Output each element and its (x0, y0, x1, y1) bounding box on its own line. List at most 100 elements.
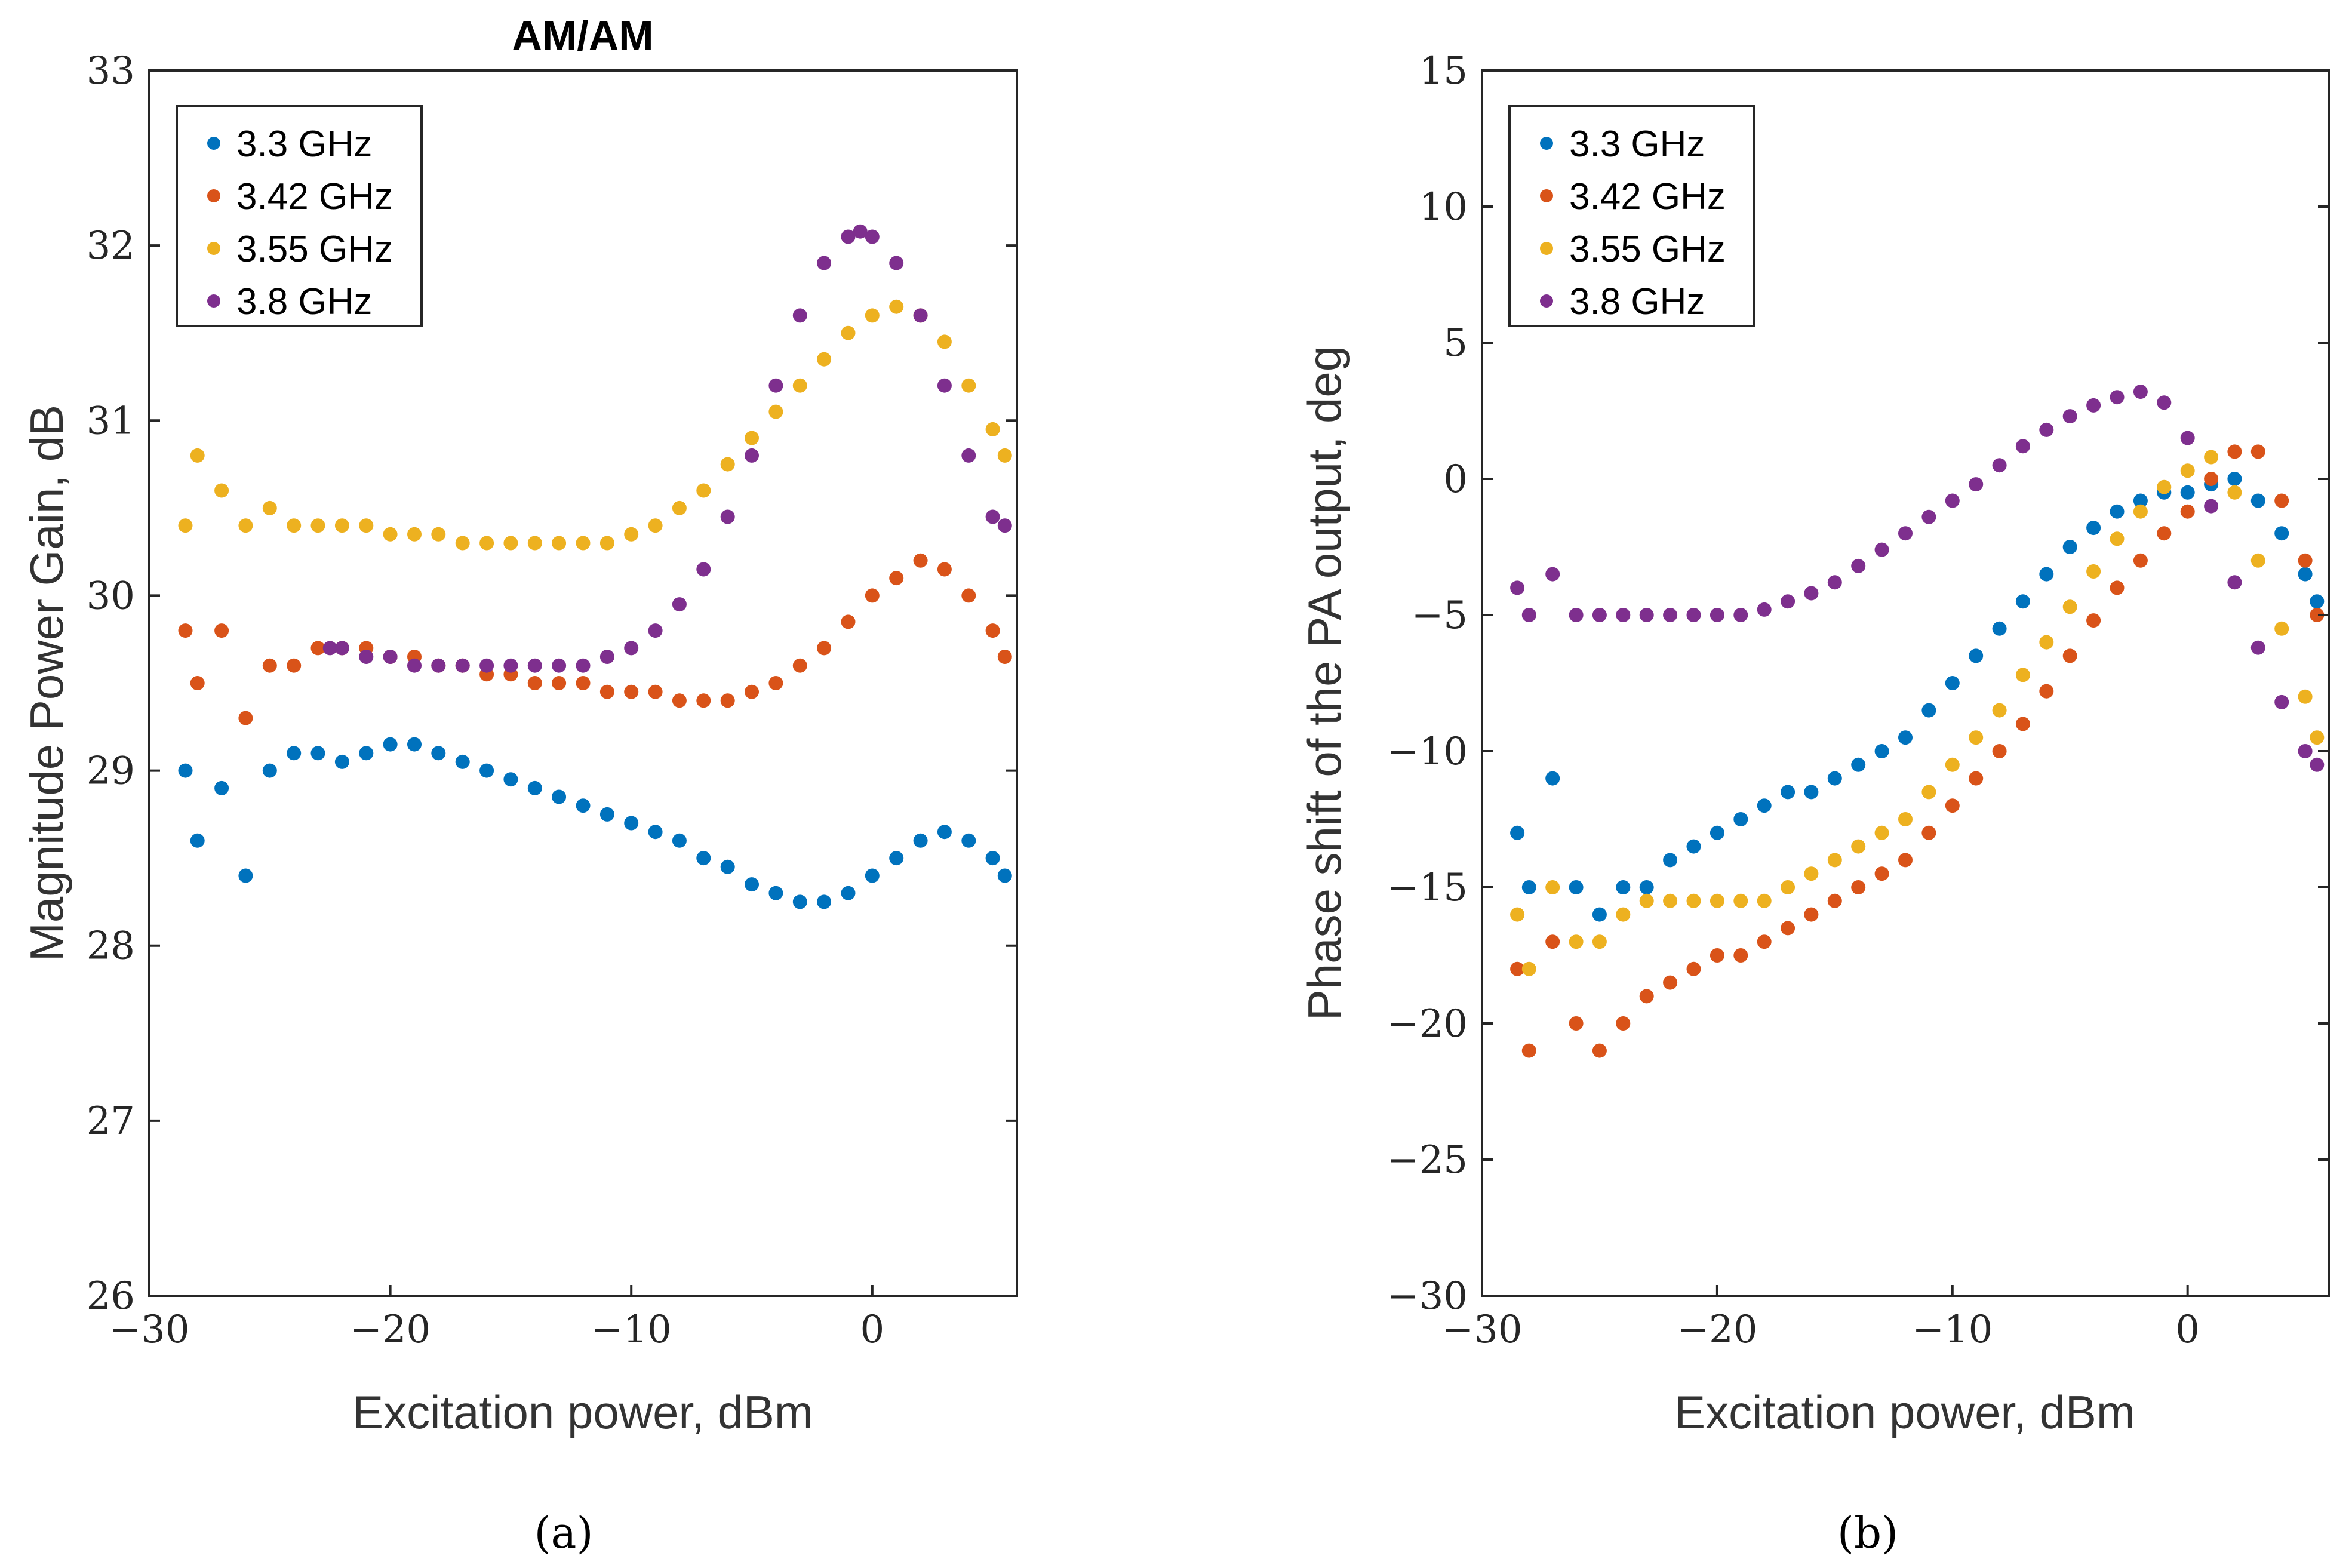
panel-a-title: AM/AM (512, 13, 653, 59)
panel-b-y-tick-label: 10 (1419, 185, 1468, 229)
panel-b-data-point (1592, 934, 1607, 949)
panel-b-data-point (2086, 613, 2101, 628)
panel-a-data-point (937, 334, 952, 349)
panel-b-data-point (1521, 1043, 1536, 1058)
panel-b-data-point (1686, 839, 1701, 854)
panel-b-data-point (2204, 472, 2219, 486)
panel-b-data-point (2157, 526, 2172, 541)
panel-a-data-point (997, 518, 1012, 533)
panel-b-y-tick-label: −10 (1387, 730, 1468, 774)
panel-b-y-tick-label: −15 (1387, 866, 1468, 910)
panel-a-ticks: −30 −20 −10 0 26 27 28 29 30 31 32 33 (87, 49, 1017, 1352)
panel-b-data-point (2204, 450, 2219, 465)
panel-a-data-point (383, 527, 398, 542)
panel-a-series-0 (178, 737, 1012, 909)
panel-a-data-point (696, 851, 711, 866)
panel-b-data-point (1781, 785, 1795, 800)
panel-a-data-point (985, 422, 1000, 436)
panel-b-series-0 (1510, 472, 2325, 922)
panel-a-data-point (889, 571, 904, 586)
panel-a-data-point (262, 763, 277, 778)
panel-a-data-point (889, 256, 904, 270)
panel-b-data-point (1898, 812, 1913, 826)
panel-b-data-point (2250, 493, 2265, 508)
panel-a-y-tick-label: 29 (87, 749, 135, 794)
panel-a-caption: (a) (534, 1508, 593, 1558)
panel-a-data-point (961, 588, 976, 603)
panel-b-data-point (1781, 921, 1795, 936)
panel-a-data-point (853, 224, 868, 239)
panel-b-data-point (1521, 608, 1536, 622)
panel-a-data-point (503, 658, 518, 673)
panel-a-data-point (214, 483, 229, 498)
panel-b-data-point (1804, 907, 1819, 922)
panel-b-data-point (2227, 575, 2242, 590)
panel-a-data-point (768, 886, 783, 900)
panel-a-y-tick-label: 31 (87, 399, 135, 443)
panel-a-data-point (455, 536, 470, 551)
panel-a-data-point (178, 518, 193, 533)
panel-b-data-point (1545, 771, 1560, 786)
panel-a-data-point (310, 641, 325, 656)
panel-a-data-point (527, 658, 542, 673)
panel-b-data-point (1616, 880, 1631, 894)
panel-a-data-point (527, 676, 542, 690)
panel-b-data-point (1663, 893, 1678, 908)
panel-a-data-point (238, 868, 253, 883)
panel-b-x-tick-label: −30 (1441, 1308, 1522, 1352)
panel-b-ticks: −30 −20 −10 0 −30 −25 −20 −15 −10 −5 0 5 10 15 (1387, 49, 2329, 1352)
panel-a-data-point (624, 684, 639, 699)
panel-a-legend-marker (207, 189, 220, 202)
panel-a-data-point (576, 536, 591, 551)
panel-b-data-point (1733, 608, 1748, 622)
panel-a-data-point (841, 886, 856, 900)
panel-a-data-point (889, 851, 904, 866)
panel-a-legend: 3.3 GHz 3.42 GHz 3.55 GHz 3.8 GHz (176, 105, 423, 327)
panel-b-data-point (1592, 1043, 1607, 1058)
panel-a-y-tick-label: 26 (87, 1274, 135, 1318)
panel-a-data-point (178, 623, 193, 638)
panel-b-data-point (1874, 866, 1889, 881)
panel-a-data-point (696, 483, 711, 498)
panel-a-data-point (648, 684, 663, 699)
panel-a-data-point (817, 641, 832, 656)
panel-a-data-point (961, 448, 976, 463)
panel-b-legend-label: 3.3 GHz (1569, 124, 1705, 165)
panel-b-y-axis-label: Phase shift of the PA output, deg (1298, 346, 1351, 1020)
panel-a-data-point (455, 658, 470, 673)
panel-b-data-point (1827, 893, 1842, 908)
panel-a-data-point (190, 448, 205, 463)
panel-a-data-point (431, 527, 446, 542)
panel-b-data-point (2250, 640, 2265, 655)
panel-b-y-tick-label: −20 (1387, 1002, 1468, 1046)
panel-b-scatter-points (1510, 385, 2325, 1058)
panel-b-data-point (1851, 839, 1866, 854)
panel-a-data-point (624, 527, 639, 542)
panel-b-data-point (2086, 398, 2101, 413)
panel-b-data-point (1851, 757, 1866, 772)
panel-b-data-point (1545, 880, 1560, 894)
panel-a-data-point (745, 431, 759, 445)
panel-a-data-point (552, 658, 567, 673)
panel-b-data-point (1757, 798, 1772, 813)
panel-a-data-point (913, 553, 928, 568)
panel-a-x-tick-label: −30 (109, 1308, 189, 1352)
panel-a-y-tick-label: 28 (87, 924, 135, 969)
panel-b-data-point (1686, 961, 1701, 976)
panel-b-data-point (1569, 880, 1584, 894)
panel-b-data-point (2039, 635, 2054, 650)
panel-a-data-point (768, 404, 783, 419)
panel-a-data-point (214, 623, 229, 638)
panel-b-data-point (1969, 648, 1984, 663)
panel-a-x-tick-label: 0 (860, 1308, 884, 1352)
panel-a-scatter-points (178, 224, 1012, 909)
panel-b-data-point (2204, 499, 2219, 514)
panel-a-data-point (287, 746, 302, 761)
panel-a-data-point (599, 684, 614, 699)
panel-b-data-point (1592, 907, 1607, 922)
panel-a-data-point (178, 763, 193, 778)
panel-a-data-point (624, 641, 639, 656)
panel-b-data-point (1969, 771, 1984, 786)
panel-a-data-point (576, 676, 591, 690)
panel-b-x-tick-label: −10 (1912, 1308, 1993, 1352)
